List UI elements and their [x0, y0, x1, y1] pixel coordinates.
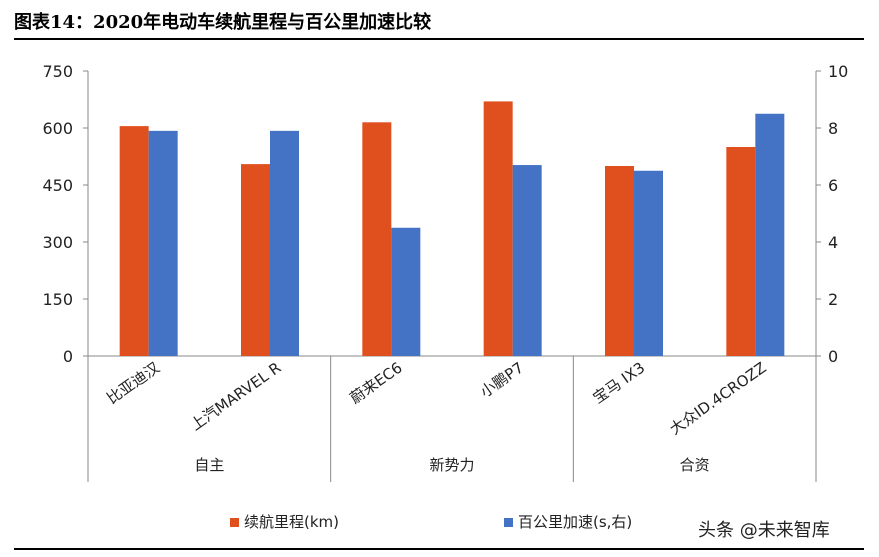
bar-acceleration — [270, 130, 299, 356]
bar-range — [119, 126, 149, 356]
group-label: 自主 — [194, 456, 224, 474]
right-tick-label: 2 — [828, 290, 838, 309]
left-tick-label: 0 — [63, 347, 73, 366]
title-divider — [14, 38, 864, 40]
category-label: 比亚迪汉 — [103, 359, 162, 408]
category-label: 小鹏P7 — [477, 359, 527, 402]
category-label: 蔚来EC6 — [347, 359, 406, 408]
watermark: 头条 @未来智库 — [698, 520, 830, 541]
left-tick-label: 300 — [42, 233, 73, 252]
bar-acceleration — [148, 130, 178, 356]
right-tick-label: 0 — [828, 347, 838, 366]
bar-range — [726, 147, 756, 356]
chart-title: 图表14：2020年电动车续航里程与百公里加速比较 — [14, 12, 432, 33]
legend-label-range: 续航里程(km) — [244, 513, 339, 531]
right-tick-label: 6 — [828, 176, 838, 195]
bar-range — [605, 166, 634, 356]
category-label: 大众ID.4CROZZ — [666, 359, 769, 439]
left-tick-label: 150 — [42, 290, 73, 309]
bar-range — [483, 101, 513, 357]
bar-acceleration — [391, 227, 421, 356]
group-label: 新势力 — [429, 456, 474, 474]
right-tick-label: 8 — [828, 119, 838, 138]
legend-swatch-acceleration — [504, 518, 513, 527]
group-label: 合资 — [680, 456, 710, 474]
bar-range — [241, 164, 270, 356]
right-tick-label: 10 — [828, 62, 848, 81]
bottom-divider — [14, 548, 864, 550]
legend-swatch-range — [230, 518, 239, 527]
bar-acceleration — [755, 113, 785, 356]
category-label: 宝马 IX3 — [590, 359, 649, 408]
right-tick-label: 4 — [828, 233, 838, 252]
left-tick-label: 750 — [42, 62, 73, 81]
left-tick-label: 600 — [42, 119, 73, 138]
bar-acceleration — [634, 170, 663, 356]
bar-acceleration — [512, 165, 542, 356]
bar-range — [362, 122, 392, 356]
legend-label-acceleration: 百公里加速(s,右) — [518, 513, 632, 531]
left-tick-label: 450 — [42, 176, 73, 195]
category-label: 上汽MARVEL R — [187, 359, 284, 435]
